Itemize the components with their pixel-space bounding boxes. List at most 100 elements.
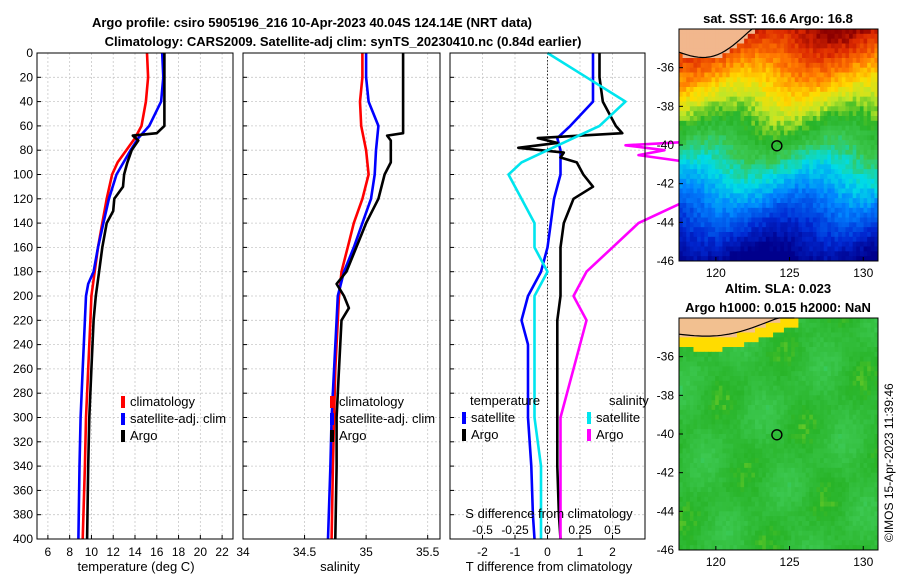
map-cell <box>823 183 828 189</box>
map-cell <box>707 183 712 189</box>
map-cell <box>722 207 727 214</box>
map-cell <box>852 174 857 180</box>
map-cell <box>805 159 810 165</box>
map-cell <box>758 371 763 377</box>
map-cell <box>823 164 828 170</box>
map-cell <box>812 101 817 107</box>
map-cell <box>780 62 785 69</box>
map-cell <box>740 135 745 141</box>
map-cell <box>697 322 702 329</box>
map-cell <box>859 96 864 102</box>
map-cell <box>773 72 778 78</box>
map-cell <box>715 458 720 464</box>
map-cell <box>852 487 857 493</box>
map-cell <box>805 207 810 214</box>
map-cell <box>830 318 835 324</box>
map-cell <box>689 77 694 83</box>
map-cell <box>689 101 694 107</box>
map-cell <box>802 183 807 189</box>
map-cell <box>726 477 731 483</box>
map-cell <box>874 106 879 112</box>
map-cell <box>689 232 694 238</box>
map-cell <box>816 380 821 387</box>
map-cell <box>736 193 741 199</box>
map-cell <box>863 419 868 425</box>
map-cell <box>845 251 850 257</box>
map-cell <box>718 48 723 54</box>
map-cell <box>718 472 723 478</box>
map-cell <box>733 390 738 396</box>
map-cell <box>744 58 749 64</box>
map-cell <box>823 67 828 73</box>
map-cell <box>820 241 825 247</box>
map-cell <box>679 227 684 233</box>
map-cell <box>686 222 691 228</box>
map-cell <box>856 62 861 69</box>
map-cell <box>856 222 861 228</box>
map-cell <box>715 395 720 401</box>
map-cell <box>769 322 774 329</box>
map-cell <box>689 222 694 228</box>
map-cell <box>816 453 821 459</box>
map-cell <box>679 395 684 401</box>
map-cell <box>820 77 825 83</box>
map-cell <box>820 380 825 387</box>
map-cell <box>776 414 781 420</box>
map-cell <box>686 443 691 449</box>
map-cell <box>830 120 835 127</box>
map-cell <box>859 53 864 59</box>
map-cell <box>838 125 843 131</box>
map-cell <box>722 58 727 64</box>
map-cell <box>754 62 759 69</box>
map-cell <box>697 87 702 93</box>
map-cell <box>704 116 709 122</box>
map-cell <box>838 492 843 498</box>
map-cell <box>791 72 796 78</box>
map-cell <box>733 371 738 377</box>
map-cell <box>697 77 702 83</box>
map-cell <box>769 116 774 122</box>
map-cell <box>700 82 705 88</box>
map-cell <box>805 130 810 136</box>
map-cell <box>823 62 828 69</box>
map-cell <box>787 400 792 406</box>
map-cell <box>816 322 821 329</box>
map-cell <box>783 366 788 372</box>
map-cell <box>830 53 835 59</box>
map-cell <box>693 366 698 372</box>
map-cell <box>747 91 752 98</box>
map-cell <box>762 120 767 127</box>
map-cell <box>859 120 864 127</box>
map-cell <box>747 232 752 238</box>
map-cell <box>798 217 803 223</box>
map-cell <box>700 207 705 214</box>
map-cell <box>736 351 741 358</box>
map-cell <box>682 120 687 127</box>
map-cell <box>859 125 864 131</box>
map-cell <box>765 414 770 420</box>
map-cell <box>852 67 857 73</box>
map-cell <box>820 347 825 353</box>
map-cell <box>736 217 741 223</box>
map-cell <box>758 130 763 136</box>
map-cell <box>780 496 785 503</box>
map-cell <box>693 487 698 493</box>
map-cell <box>744 87 749 93</box>
map-cell <box>707 232 712 238</box>
map-cell <box>736 487 741 493</box>
map-cell <box>736 337 741 343</box>
map-cell <box>867 361 872 367</box>
map-cell <box>718 145 723 151</box>
map-cell <box>823 463 828 469</box>
map-cell <box>863 477 868 483</box>
map-cell <box>722 351 727 358</box>
map-cell <box>823 496 828 503</box>
map-cell <box>823 361 828 367</box>
map-cell <box>729 67 734 73</box>
map-cell <box>747 492 752 498</box>
map-cell <box>693 332 698 338</box>
map-cell <box>823 395 828 401</box>
map-cell <box>733 212 738 218</box>
map-cell <box>870 116 875 122</box>
map-cell <box>816 236 821 243</box>
